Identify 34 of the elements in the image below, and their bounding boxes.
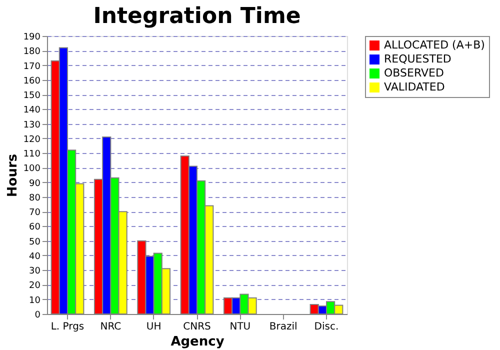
chart-title: Integration Time bbox=[93, 4, 301, 29]
y-tick-label: 140 bbox=[23, 106, 41, 116]
y-tick-label: 80 bbox=[29, 193, 41, 204]
y-tick-label: 10 bbox=[29, 296, 41, 306]
y-tick-label: 50 bbox=[29, 237, 41, 248]
x-tick-label: UH bbox=[146, 322, 162, 332]
y-tick-label: 60 bbox=[29, 222, 41, 233]
y-tick-label: 130 bbox=[23, 120, 41, 130]
y-axis-title: Hours bbox=[5, 154, 20, 198]
y-tick-label: 30 bbox=[29, 266, 41, 277]
y-tick-label: 160 bbox=[23, 76, 41, 86]
y-tick-label: 0 bbox=[34, 310, 41, 320]
y-tick-label: 120 bbox=[23, 134, 41, 145]
y-tick-label: 180 bbox=[23, 47, 41, 58]
x-tick-label: CNRS bbox=[183, 322, 211, 332]
legend-label: VALIDATED bbox=[384, 80, 445, 94]
y-tick-label: 20 bbox=[29, 281, 41, 292]
x-tick-label: NRC bbox=[100, 322, 122, 332]
y-tick-label: 70 bbox=[29, 208, 41, 218]
y-tick-label: 40 bbox=[29, 252, 41, 262]
legend-label: ALLOCATED (A+B) bbox=[384, 38, 485, 52]
y-tick-label: 170 bbox=[23, 62, 41, 72]
x-tick-label: Brazil bbox=[269, 322, 298, 332]
y-tick-label: 90 bbox=[29, 178, 41, 189]
y-tick-label: 190 bbox=[23, 32, 41, 42]
legend-label: REQUESTED bbox=[384, 52, 452, 66]
x-tick-label: NTU bbox=[230, 322, 251, 332]
y-tick-label: 150 bbox=[23, 91, 41, 102]
y-tick-label: 100 bbox=[23, 164, 41, 174]
x-tick-label: L. Prgs bbox=[50, 322, 84, 332]
x-axis-title: Agency bbox=[170, 334, 225, 350]
y-tick-label: 110 bbox=[23, 150, 41, 160]
x-tick-label: Disc. bbox=[314, 322, 339, 332]
legend-label: OBSERVED bbox=[384, 66, 444, 80]
